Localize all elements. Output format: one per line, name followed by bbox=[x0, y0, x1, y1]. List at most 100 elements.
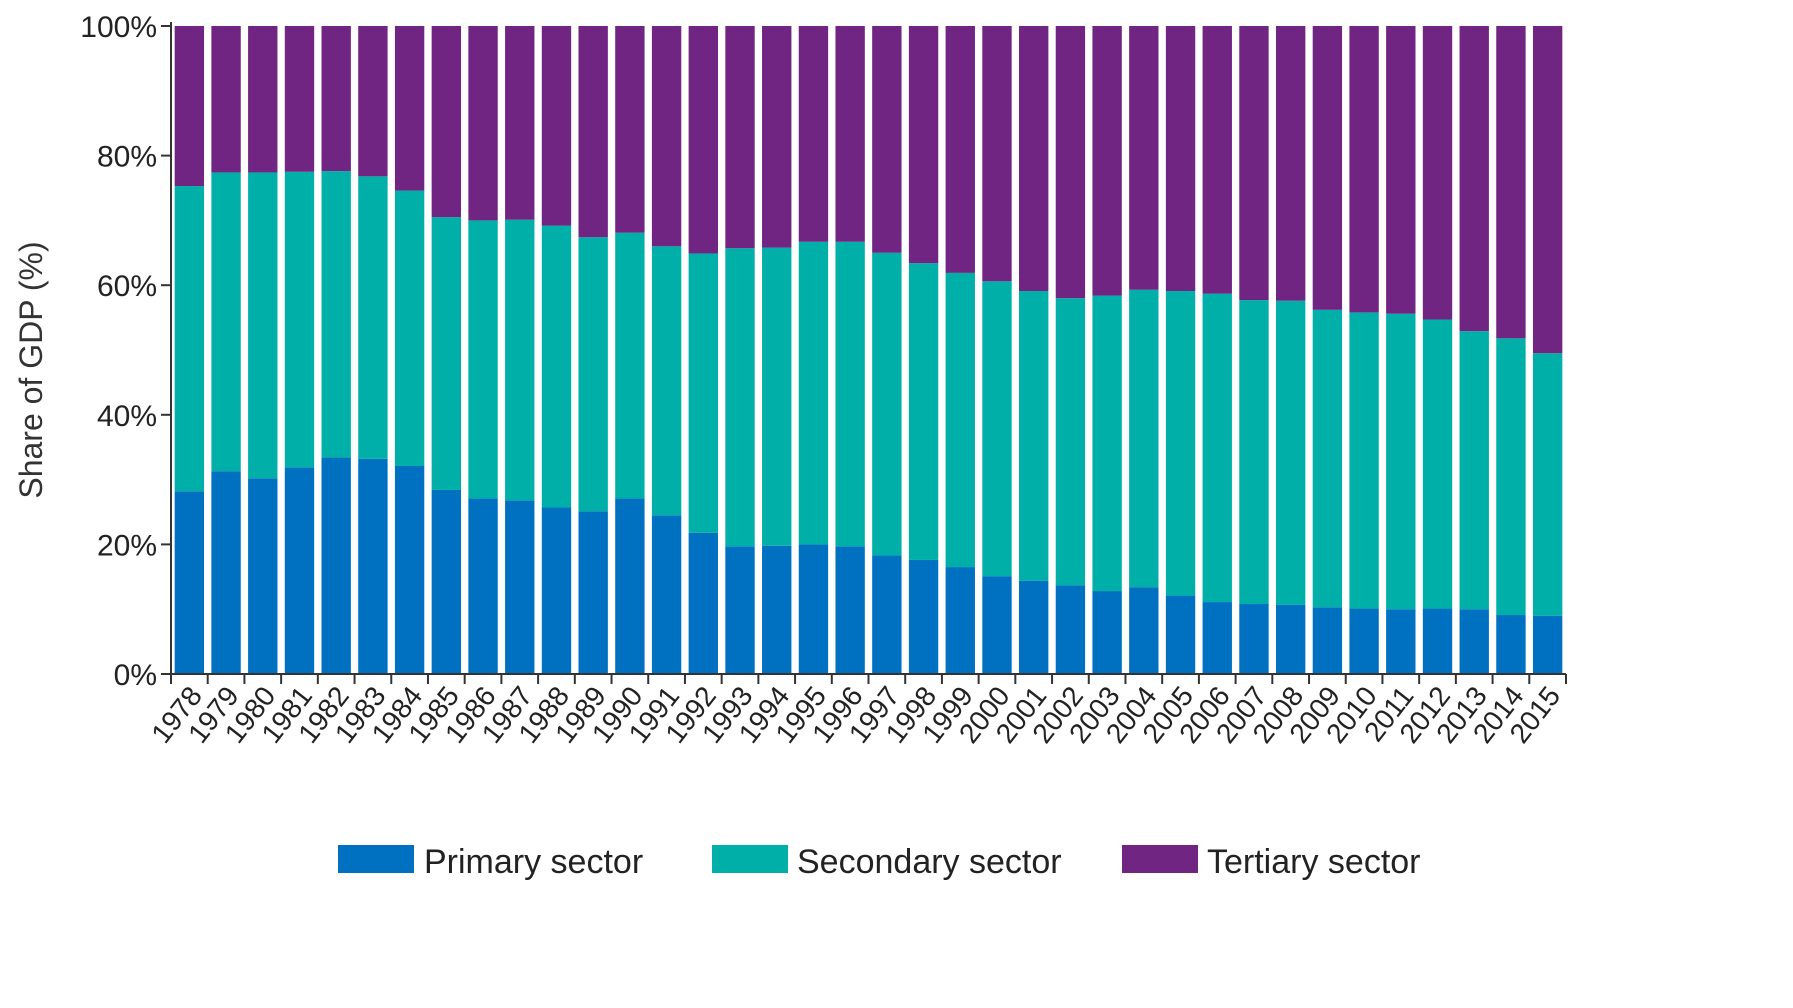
bar-segment-primary-sector-2000 bbox=[982, 576, 1012, 674]
y-axis: 0% 20% 40% 60% 80% 100% bbox=[80, 11, 172, 692]
bar-segment-secondary-sector-1981 bbox=[284, 171, 315, 468]
y-tick-label: 0% bbox=[114, 659, 157, 692]
bar-segment-primary-sector-1987 bbox=[505, 500, 535, 674]
bar-segment-secondary-sector-2001 bbox=[1019, 291, 1049, 581]
bar-segment-tertiary-sector-2005 bbox=[1165, 26, 1196, 292]
y-axis-title: Share of GDP (%) bbox=[13, 241, 49, 498]
bar-segment-primary-sector-1996 bbox=[835, 546, 865, 674]
y-tick-label: 60% bbox=[97, 270, 157, 303]
bar-segment-secondary-sector-1983 bbox=[358, 176, 388, 459]
bar-segment-secondary-sector-1990 bbox=[615, 232, 645, 499]
bar-segment-tertiary-sector-2000 bbox=[982, 26, 1012, 282]
legend-swatch-tertiary-sector bbox=[1122, 845, 1198, 873]
bar-segment-tertiary-sector-2002 bbox=[1055, 26, 1086, 299]
bar-segment-primary-sector-2014 bbox=[1496, 615, 1526, 674]
bar-segment-primary-sector-1986 bbox=[468, 498, 498, 674]
bar-segment-primary-sector-2013 bbox=[1459, 609, 1489, 674]
legend: Primary sector Secondary sector Tertiary s… bbox=[338, 843, 1421, 881]
bar-segment-tertiary-sector-1984 bbox=[394, 26, 425, 191]
bar-segment-secondary-sector-2011 bbox=[1386, 313, 1416, 610]
bar-segment-secondary-sector-1984 bbox=[394, 190, 425, 466]
bar-segment-primary-sector-2001 bbox=[1019, 580, 1049, 674]
bar-segment-primary-sector-1993 bbox=[725, 546, 755, 674]
bar-segment-secondary-sector-2014 bbox=[1496, 338, 1526, 616]
bar-segment-secondary-sector-2003 bbox=[1092, 295, 1122, 592]
bar-segment-secondary-sector-2007 bbox=[1239, 300, 1269, 605]
bar-segment-tertiary-sector-1988 bbox=[541, 26, 572, 226]
bar-segment-primary-sector-1982 bbox=[321, 457, 351, 674]
bar-segment-tertiary-sector-2014 bbox=[1496, 26, 1526, 339]
bar-segment-tertiary-sector-2013 bbox=[1459, 26, 1489, 332]
bar-segment-tertiary-sector-2011 bbox=[1386, 26, 1416, 314]
bar-segment-tertiary-sector-2003 bbox=[1092, 26, 1122, 296]
bar-segment-primary-sector-1985 bbox=[431, 489, 462, 674]
y-tick-label: 100% bbox=[80, 11, 157, 44]
bar-segment-secondary-sector-2002 bbox=[1055, 298, 1086, 586]
bar-segment-primary-sector-1998 bbox=[908, 559, 939, 674]
bar-segment-secondary-sector-1989 bbox=[578, 237, 608, 512]
bar-segment-secondary-sector-1994 bbox=[762, 247, 792, 546]
bar-segment-tertiary-sector-1979 bbox=[211, 26, 241, 173]
bar-segment-secondary-sector-2015 bbox=[1532, 353, 1563, 616]
legend-swatch-primary-sector bbox=[338, 845, 414, 873]
bar-segment-tertiary-sector-2001 bbox=[1019, 26, 1049, 292]
bar-segment-secondary-sector-1999 bbox=[945, 272, 975, 568]
bar-segment-primary-sector-2015 bbox=[1532, 615, 1563, 674]
bar-segment-primary-sector-2007 bbox=[1239, 604, 1269, 674]
bar-segment-secondary-sector-1986 bbox=[468, 220, 498, 499]
bar-segment-secondary-sector-2009 bbox=[1312, 309, 1343, 608]
bar-segment-tertiary-sector-2012 bbox=[1422, 26, 1453, 320]
bar-segment-secondary-sector-1988 bbox=[541, 225, 572, 508]
bar-segment-secondary-sector-1993 bbox=[725, 248, 755, 547]
bar-segment-tertiary-sector-2004 bbox=[1129, 26, 1159, 290]
bar-segment-tertiary-sector-1999 bbox=[945, 26, 975, 273]
bar-segment-primary-sector-1991 bbox=[651, 515, 682, 674]
legend-label-primary-sector: Primary sector bbox=[424, 843, 643, 881]
bar-segment-primary-sector-2006 bbox=[1202, 602, 1232, 674]
bar-segment-secondary-sector-2006 bbox=[1202, 293, 1232, 603]
bar-segment-primary-sector-1980 bbox=[248, 478, 278, 674]
bar-segment-primary-sector-1978 bbox=[174, 491, 205, 674]
bar-segment-tertiary-sector-1990 bbox=[615, 26, 645, 233]
bar-segment-primary-sector-1994 bbox=[762, 545, 792, 674]
bar-segment-primary-sector-1992 bbox=[688, 532, 718, 674]
bar-segment-tertiary-sector-1998 bbox=[908, 26, 939, 264]
legend-label-tertiary-sector: Tertiary sector bbox=[1207, 843, 1421, 881]
bar-segment-tertiary-sector-1992 bbox=[688, 26, 718, 254]
bar-segment-secondary-sector-1998 bbox=[908, 263, 939, 560]
bar-segment-secondary-sector-2010 bbox=[1349, 312, 1379, 609]
bar-segment-tertiary-sector-1989 bbox=[578, 26, 608, 238]
bar-segment-secondary-sector-1987 bbox=[505, 219, 535, 501]
bar-segment-primary-sector-1990 bbox=[615, 498, 645, 674]
bar-segment-primary-sector-1995 bbox=[798, 544, 829, 674]
bar-segment-tertiary-sector-1993 bbox=[725, 26, 755, 249]
bar-segment-primary-sector-1988 bbox=[541, 507, 572, 674]
bar-segment-tertiary-sector-1983 bbox=[358, 26, 388, 177]
bar-segment-primary-sector-2009 bbox=[1312, 607, 1343, 674]
bar-segment-primary-sector-1983 bbox=[358, 458, 388, 674]
bar-segment-primary-sector-1979 bbox=[211, 471, 241, 674]
bar-segment-tertiary-sector-2008 bbox=[1275, 26, 1306, 301]
bar-segment-tertiary-sector-2015 bbox=[1532, 26, 1563, 354]
bar-segment-tertiary-sector-2010 bbox=[1349, 26, 1379, 313]
bar-segment-primary-sector-1997 bbox=[872, 555, 902, 674]
bar-segment-primary-sector-2010 bbox=[1349, 608, 1379, 674]
legend-swatch-secondary-sector bbox=[712, 845, 788, 873]
bar-segment-tertiary-sector-1978 bbox=[174, 26, 205, 187]
bar-segment-primary-sector-1984 bbox=[394, 465, 425, 674]
bar-segment-tertiary-sector-2009 bbox=[1312, 26, 1343, 310]
bar-segment-primary-sector-2008 bbox=[1275, 604, 1306, 674]
bar-segment-primary-sector-1999 bbox=[945, 567, 975, 674]
bar-segment-secondary-sector-1995 bbox=[798, 241, 829, 545]
bar-segment-secondary-sector-1978 bbox=[174, 186, 205, 492]
bar-segment-tertiary-sector-1981 bbox=[284, 26, 315, 172]
bar-segment-tertiary-sector-1995 bbox=[798, 26, 829, 242]
y-tick-label: 40% bbox=[97, 400, 157, 433]
bar-segment-primary-sector-2002 bbox=[1055, 585, 1086, 674]
bar-segment-primary-sector-2004 bbox=[1129, 587, 1159, 674]
bar-segment-secondary-sector-1980 bbox=[248, 172, 278, 479]
bar-segment-tertiary-sector-1980 bbox=[248, 26, 278, 173]
bar-segment-tertiary-sector-2007 bbox=[1239, 26, 1269, 301]
bar-segment-secondary-sector-2004 bbox=[1129, 289, 1159, 588]
bar-segment-secondary-sector-2005 bbox=[1165, 291, 1196, 596]
